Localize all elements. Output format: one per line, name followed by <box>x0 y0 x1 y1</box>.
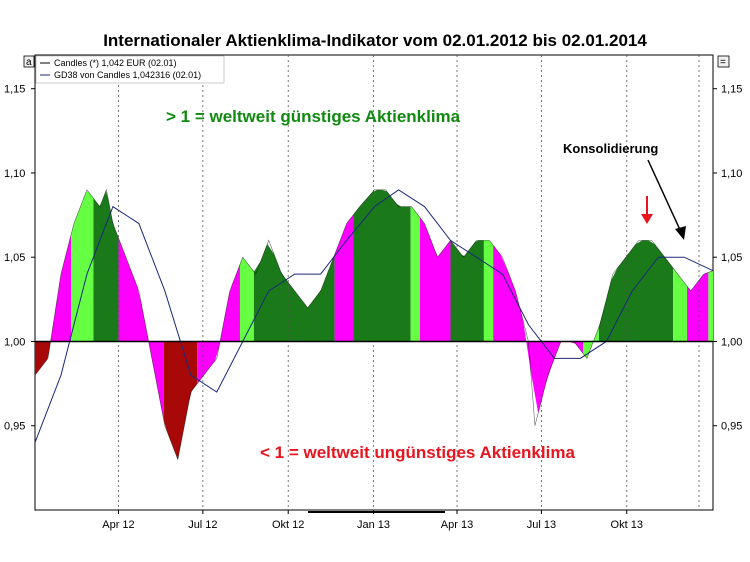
arrow-red <box>641 196 653 224</box>
corner-button-left[interactable]: a <box>23 55 35 68</box>
series-line-candles <box>34 188 714 461</box>
y-tick-label-left-3: 1,00 <box>4 336 25 348</box>
legend: Candles (*) 1,042 EUR (02.01) GD38 von C… <box>35 55 225 84</box>
y-tick-label-right-1: 1,10 <box>721 168 742 180</box>
y-tick-label-left-2: 1,05 <box>4 252 25 264</box>
band-7 <box>239 258 254 342</box>
lines-layer <box>34 188 714 461</box>
annotation-konsolidierung: Konsolidierung <box>563 141 658 156</box>
band-15 <box>493 245 584 414</box>
x-tick-label-4: Apr 13 <box>441 519 473 531</box>
svg-text:a: a <box>26 57 32 68</box>
y-tick-label-left-1: 1,10 <box>4 168 25 180</box>
y-tick-label-right-0: 1,15 <box>721 84 742 96</box>
bands-layer <box>35 189 713 460</box>
axis-layer: 1,15 1,15 1,10 1,10 1,05 1,05 1,00 1,00 0,95 0,95… <box>4 84 742 531</box>
band-0 <box>35 334 52 376</box>
x-tick-label-5: Jul 13 <box>527 519 556 531</box>
annotation-unfavorable: < 1 = weltweit ungünstiges Aktienklima <box>260 443 575 462</box>
grid-layer <box>118 55 700 510</box>
corner-button-right[interactable]: = <box>717 55 730 68</box>
x-tick-label-3: Jan 13 <box>357 519 390 531</box>
band-13 <box>450 240 484 342</box>
band-18 <box>673 268 688 342</box>
band-19 <box>687 272 709 342</box>
x-tick-label-2: Okt 12 <box>272 519 304 531</box>
band-10 <box>353 189 411 342</box>
annotation-favorable: > 1 = weltweit günstiges Aktienklima <box>166 107 461 126</box>
svg-text:=: = <box>720 57 726 68</box>
x-tick-label-0: Apr 12 <box>102 519 134 531</box>
legend-label-gd38: GD38 von Candles 1,042316 (02.01) <box>54 70 201 80</box>
x-tick-label-1: Jul 12 <box>188 519 217 531</box>
band-4 <box>118 237 164 421</box>
y-tick-label-right-3: 1,00 <box>721 336 742 348</box>
x-tick-label-6: Okt 13 <box>611 519 643 531</box>
series-line-gd38 <box>34 189 714 443</box>
arrow-black <box>647 159 686 240</box>
y-tick-label-left-0: 1,15 <box>4 84 25 96</box>
y-tick-label-right-2: 1,05 <box>721 252 742 264</box>
band-12 <box>419 217 451 342</box>
y-tick-label-left-4: 0,95 <box>4 421 25 433</box>
band-14 <box>483 240 494 342</box>
band-2 <box>71 191 94 342</box>
band-11 <box>410 206 420 342</box>
band-16 <box>583 327 599 358</box>
band-1 <box>51 234 72 342</box>
y-tick-label-right-4: 0,95 <box>721 421 742 433</box>
band-9 <box>334 215 354 342</box>
band-17 <box>598 240 674 342</box>
band-3 <box>93 191 119 342</box>
band-20 <box>708 270 713 342</box>
chart-title: Internationaler Aktienklima-Indikator vo… <box>103 31 647 50</box>
band-5 <box>163 341 198 460</box>
legend-label-candles: Candles (*) 1,042 EUR (02.01) <box>54 58 177 68</box>
band-8 <box>253 243 335 342</box>
